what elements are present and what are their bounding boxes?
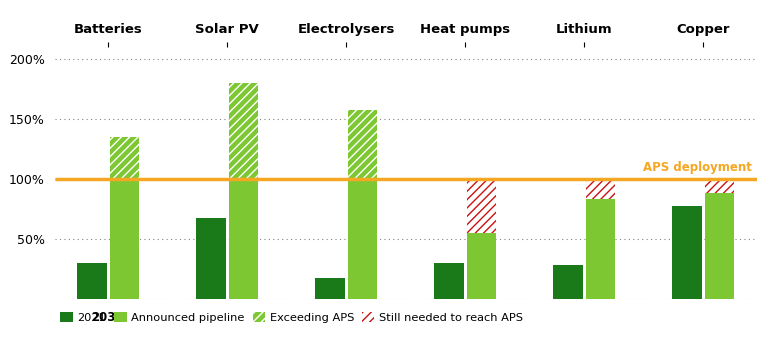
Bar	[229, 83, 258, 179]
Text: APS deployment: APS deployment	[644, 161, 752, 174]
Bar	[197, 219, 225, 299]
Bar	[466, 179, 496, 233]
Bar	[586, 179, 615, 199]
Bar	[704, 193, 734, 299]
Bar	[672, 206, 701, 299]
Bar	[229, 179, 258, 299]
Bar	[110, 179, 139, 299]
Bar	[466, 233, 496, 299]
Bar	[77, 263, 107, 299]
Bar	[434, 263, 463, 299]
Bar	[348, 179, 377, 299]
Bar	[348, 111, 377, 179]
Bar	[110, 137, 139, 179]
Legend: 2021, Announced pipeline, Exceeding APS, Still needed to reach APS: 2021, Announced pipeline, Exceeding APS,…	[60, 312, 523, 323]
Bar	[704, 179, 734, 193]
Text: 2030:: 2030:	[91, 311, 129, 324]
Bar	[586, 199, 615, 299]
Bar	[315, 278, 345, 299]
Bar	[553, 265, 583, 299]
